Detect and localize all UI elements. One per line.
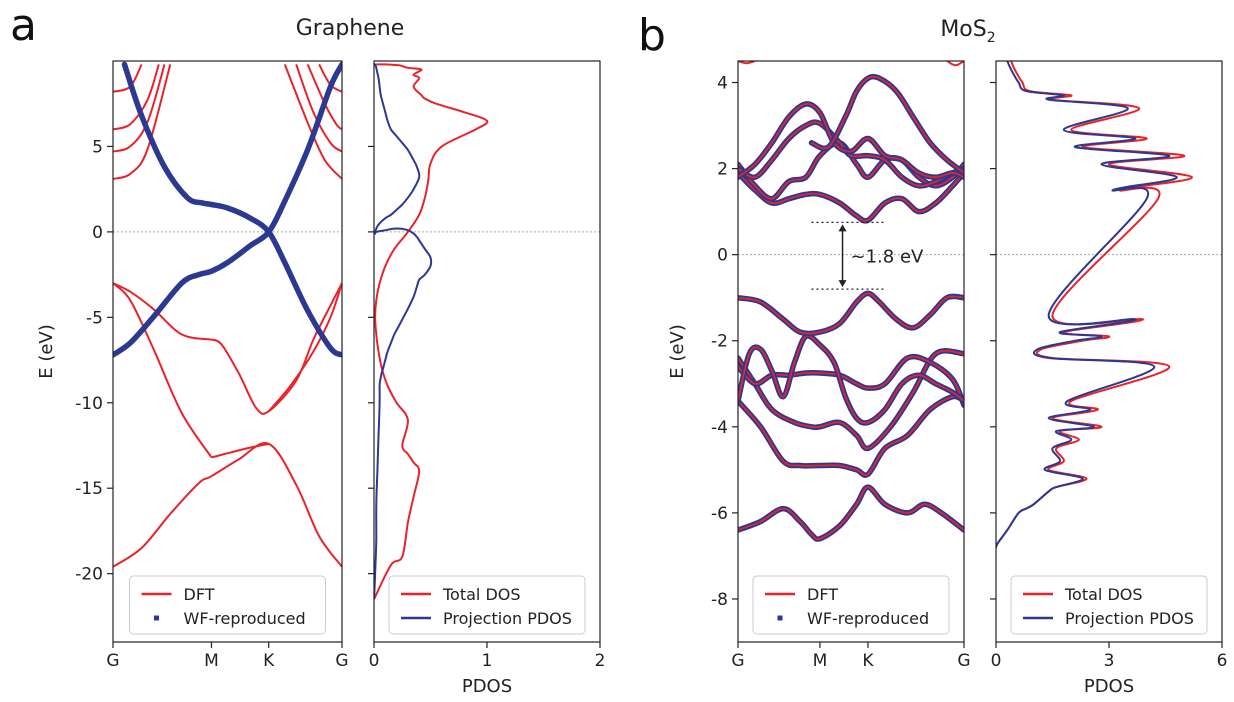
plot-area: [996, 61, 1193, 548]
graphene-bands-series-14-wf: [113, 61, 342, 358]
graphene-bands-series-6: [113, 64, 172, 180]
graphene-bands-series-2: [211, 442, 269, 459]
mos2-pdos-panel: 0 3 6 PDOS Total DOS Projection PDOS: [990, 60, 1228, 697]
panel-b-title: MoS2: [940, 17, 995, 46]
graphene-pdos-series-1: [374, 63, 433, 600]
x-tick-label: 1: [482, 651, 493, 671]
graphene-bands-series-5: [267, 282, 342, 412]
legend-label: WF-reproduced: [807, 609, 929, 628]
x-tick-label: 3: [1104, 651, 1115, 671]
mos2-bands-series-1-dft: [738, 395, 964, 477]
y-tick-label: -4: [711, 418, 728, 438]
panel-b-title-sub: 2: [987, 30, 996, 46]
y-axis-label: E (eV): [667, 324, 688, 379]
legend: Total DOS Projection PDOS: [388, 575, 586, 635]
legend-label: Total DOS: [442, 585, 521, 604]
mos2-bands-series-9-dft: [738, 103, 964, 179]
x-tick-label: G: [957, 651, 970, 671]
graphene-bands-series-15-wf: [121, 61, 342, 358]
y-tick-label: -5: [86, 308, 103, 328]
y-tick-label: -8: [711, 590, 728, 610]
graphene-bands-series-1: [113, 282, 213, 458]
axes-frame: [737, 60, 965, 643]
mos2-bands-series-5-wf: [738, 290, 964, 337]
plot-area: [374, 63, 489, 600]
y-tick-label: -10: [75, 394, 103, 414]
axes-frame: [995, 60, 1223, 643]
panel-a-title: Graphene: [296, 16, 405, 41]
legend-swatch: [777, 615, 783, 621]
mos2-bands-series-5-dft: [738, 292, 964, 335]
x-tick-label: K: [263, 651, 275, 671]
y-tick-label: -6: [711, 504, 728, 524]
graphene-bands-series-10: [283, 64, 342, 180]
x-tick-label: G: [106, 651, 119, 671]
legend-label: Total DOS: [1064, 585, 1143, 604]
x-tick-label: G: [731, 651, 744, 671]
mos2-bands-panel: G M K G 4 2 0 -2 -4 -6 -8 E (eV) ~1.8 eV DFT WF-reprod…: [667, 60, 971, 671]
legend-label: DFT: [807, 585, 838, 604]
x-tick-label: G: [335, 651, 348, 671]
x-tick-label: K: [862, 651, 874, 671]
graphene-bands-series-4: [113, 282, 212, 341]
mos2-bands-series-10-dft: [811, 75, 964, 174]
legend: Total DOS Projection PDOS: [1010, 575, 1208, 635]
plot-area: [113, 61, 342, 568]
mos2-pdos-series-1: [996, 61, 1178, 548]
mos2-bands-series-11: [738, 61, 756, 65]
y-tick-label: -20: [75, 565, 103, 585]
axes-frame: [112, 60, 343, 643]
x-tick-label: M: [204, 651, 219, 671]
graphene-bands-series-0: [113, 442, 342, 568]
mos2-bands-series-4-dft: [738, 334, 964, 424]
axes-frame: [373, 60, 601, 643]
band-gap-label: ~1.8 eV: [851, 247, 925, 268]
panel-b-title-main: MoS: [940, 17, 986, 42]
x-tick-label: 0: [991, 651, 1002, 671]
graphene-bands-series-12: [306, 63, 342, 131]
legend-swatch: [154, 615, 159, 621]
y-tick-label: 4: [717, 74, 728, 94]
x-tick-label: M: [813, 651, 828, 671]
x-tick-label: 0: [369, 651, 380, 671]
graphene-bands-series-11: [295, 64, 342, 153]
mos2-bands-series-8-dft: [738, 121, 964, 187]
graphene-bands-series-7: [113, 64, 166, 153]
legend-label: DFT: [184, 585, 215, 604]
y-axis-label: E (eV): [36, 324, 57, 379]
plot-area: [738, 61, 964, 542]
mos2-bands-series-12: [946, 61, 964, 67]
y-tick-label: 2: [717, 160, 728, 180]
y-tick-label: -2: [711, 332, 728, 352]
y-tick-label: 0: [92, 223, 103, 243]
x-tick-label: 2: [595, 651, 606, 671]
y-tick-label: 5: [92, 137, 103, 157]
legend: DFT WF-reproduced: [752, 575, 950, 635]
band-gap-annotation: ~1.8 eV: [811, 221, 925, 290]
x-axis-label: PDOS: [462, 676, 512, 697]
mos2-bands-series-6-dft: [738, 172, 964, 222]
y-tick-label: 0: [717, 246, 728, 266]
legend-label: WF-reproduced: [184, 609, 306, 628]
legend: DFT WF-reproduced: [129, 575, 326, 635]
panel-letter-b: b: [638, 10, 666, 61]
graphene-pdos-series-0: [374, 63, 489, 600]
mos2-bands-series-2-dft: [738, 349, 964, 450]
legend-label: Projection PDOS: [1065, 609, 1194, 628]
mos2-bands-series-0-dft: [738, 486, 964, 540]
graphene-bands-panel: G M K G 5 0 -5 -10 -15 -20 E (eV) DFT WF-reproduced: [36, 60, 349, 671]
y-tick-label: -15: [75, 479, 103, 499]
x-tick-label: 6: [1217, 651, 1228, 671]
legend-label: Projection PDOS: [443, 609, 572, 628]
x-axis-label: PDOS: [1084, 676, 1134, 697]
panel-letter-a: a: [10, 0, 37, 51]
graphene-bands-series-3: [211, 282, 342, 415]
graphene-pdos-panel: 0 1 2 PDOS Total DOS Projection PDOS: [368, 60, 606, 697]
